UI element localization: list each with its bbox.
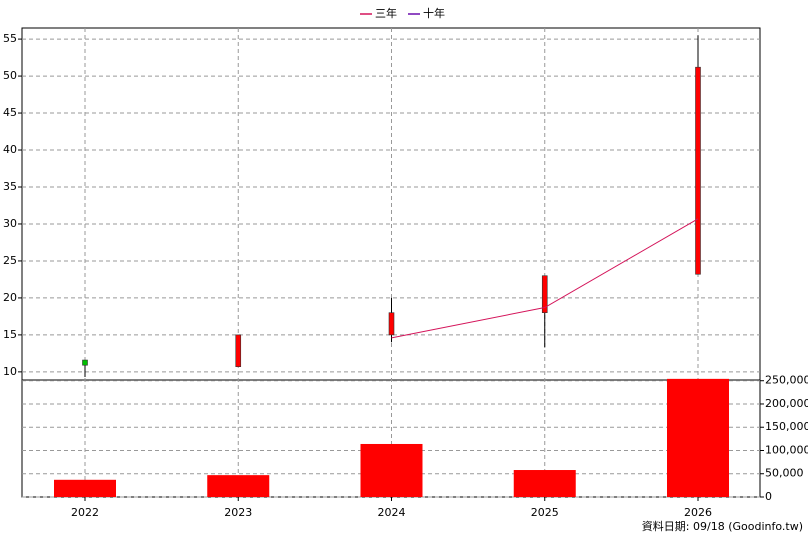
candle-body	[235, 334, 242, 367]
y-tick-label: 50	[3, 69, 17, 82]
y-tick-label: 35	[3, 180, 17, 193]
x-tick-label: 2026	[684, 506, 712, 519]
x-tick-label: 2024	[378, 506, 406, 519]
footer: 資料日期: 09/18 (Goodinfo.tw)	[642, 519, 803, 533]
legend-label: 十年	[423, 6, 445, 20]
volume-bar	[360, 443, 423, 497]
y-tick-label: 10	[3, 365, 17, 378]
y-tick-label: 40	[3, 143, 17, 156]
y2-tick-label: 250,000	[765, 374, 808, 387]
y2-tick-label: 0	[765, 490, 772, 503]
y2-tick-label: 200,000	[765, 397, 808, 410]
volume-bar	[54, 479, 116, 497]
y-tick-label: 15	[3, 328, 17, 341]
y-tick-label: 25	[3, 254, 17, 267]
candle-body	[541, 275, 548, 314]
legend-label: 三年	[375, 6, 397, 20]
volume-bar	[513, 470, 576, 497]
volume-bar	[207, 475, 270, 497]
candle-body	[388, 312, 395, 336]
candle-body	[82, 359, 88, 366]
y-tick-label: 20	[3, 291, 17, 304]
y-tick-label: 55	[3, 32, 17, 45]
y2-tick-label: 100,000	[765, 443, 808, 456]
x-tick-label: 2022	[71, 506, 99, 519]
y2-tick-label: 150,000	[765, 420, 808, 433]
y-tick-label: 45	[3, 106, 17, 119]
y-tick-label: 30	[3, 217, 17, 230]
candle-body	[695, 66, 701, 275]
x-tick-label: 2025	[531, 506, 559, 519]
y2-tick-label: 50,000	[765, 467, 804, 480]
ma-line	[391, 218, 699, 339]
x-tick-label: 2023	[224, 506, 252, 519]
volume-bar	[667, 378, 729, 497]
